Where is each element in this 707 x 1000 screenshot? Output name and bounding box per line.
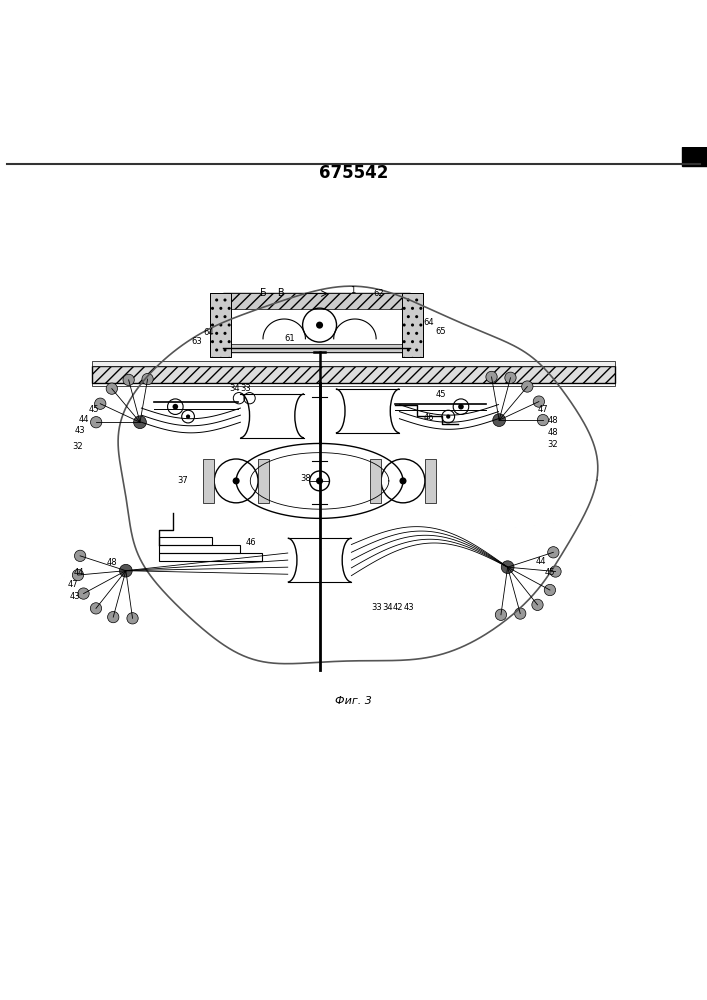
Circle shape [90,603,102,614]
Circle shape [134,416,146,429]
Text: 46: 46 [423,413,435,422]
Circle shape [505,372,516,383]
Circle shape [107,611,119,623]
Circle shape [496,609,507,620]
Text: Б – В: Б – В [260,288,284,298]
Circle shape [493,414,506,426]
Text: 43: 43 [74,426,86,435]
Text: 44: 44 [74,568,83,577]
Bar [258,459,269,503]
Circle shape [522,381,533,392]
Circle shape [106,383,117,394]
Text: 45: 45 [436,390,446,399]
Circle shape [233,477,240,484]
Text: 64: 64 [423,318,435,327]
Text: 46: 46 [245,538,257,547]
Circle shape [173,404,178,410]
Bar [402,293,423,357]
Text: 33: 33 [240,384,252,393]
Text: 32: 32 [72,442,83,451]
Bar [223,293,410,309]
Circle shape [316,322,323,329]
Circle shape [78,588,89,599]
Bar [402,293,423,357]
Text: 65: 65 [435,327,446,336]
Circle shape [72,569,83,581]
Text: 32: 32 [547,440,559,449]
Text: 43: 43 [403,603,414,612]
Circle shape [399,477,407,484]
Bar [203,459,214,503]
Text: 675542: 675542 [319,164,388,182]
Circle shape [127,613,138,624]
Circle shape [544,584,556,596]
Text: 37: 37 [177,476,188,485]
Text: 43: 43 [69,592,81,601]
Circle shape [532,599,543,610]
Bar [159,537,212,545]
Bar [425,459,436,503]
Text: 34: 34 [229,384,240,393]
Text: 42: 42 [393,603,403,612]
Circle shape [316,477,323,484]
Text: 62: 62 [373,289,385,298]
Circle shape [533,396,544,407]
Circle shape [74,550,86,561]
Bar [210,293,231,357]
Bar [159,553,262,561]
Bar [92,383,615,386]
Text: 33: 33 [371,603,382,612]
Circle shape [501,561,514,574]
Circle shape [119,564,132,577]
Text: 48: 48 [547,428,559,437]
Text: 45: 45 [545,568,555,577]
Text: 48: 48 [547,416,559,425]
Circle shape [537,414,549,426]
Text: 34: 34 [382,603,393,612]
Circle shape [548,547,559,558]
Circle shape [458,404,464,410]
Bar [210,293,231,357]
Circle shape [486,371,497,383]
Bar [223,344,410,352]
Text: 47: 47 [537,405,549,414]
Text: 44: 44 [78,415,88,424]
Text: 63: 63 [191,337,202,346]
Text: 61: 61 [284,334,296,343]
Text: 45: 45 [89,405,99,414]
Bar [92,361,615,366]
Bar [223,293,410,352]
Text: 48: 48 [106,558,117,567]
Circle shape [550,566,561,577]
Circle shape [186,414,190,419]
Bar [682,147,707,166]
Text: 47: 47 [67,580,78,589]
Text: 44: 44 [536,557,546,566]
Circle shape [90,417,102,428]
Circle shape [95,398,106,409]
Bar [370,459,381,503]
Circle shape [515,608,526,619]
Text: Фиг. 3: Фиг. 3 [335,696,372,706]
Bar [159,545,240,553]
Circle shape [446,414,450,419]
Circle shape [142,373,153,385]
Bar [92,366,615,383]
Text: 64: 64 [203,328,214,337]
Circle shape [123,374,134,386]
Text: 38: 38 [300,474,311,483]
Text: 1: 1 [350,286,356,295]
